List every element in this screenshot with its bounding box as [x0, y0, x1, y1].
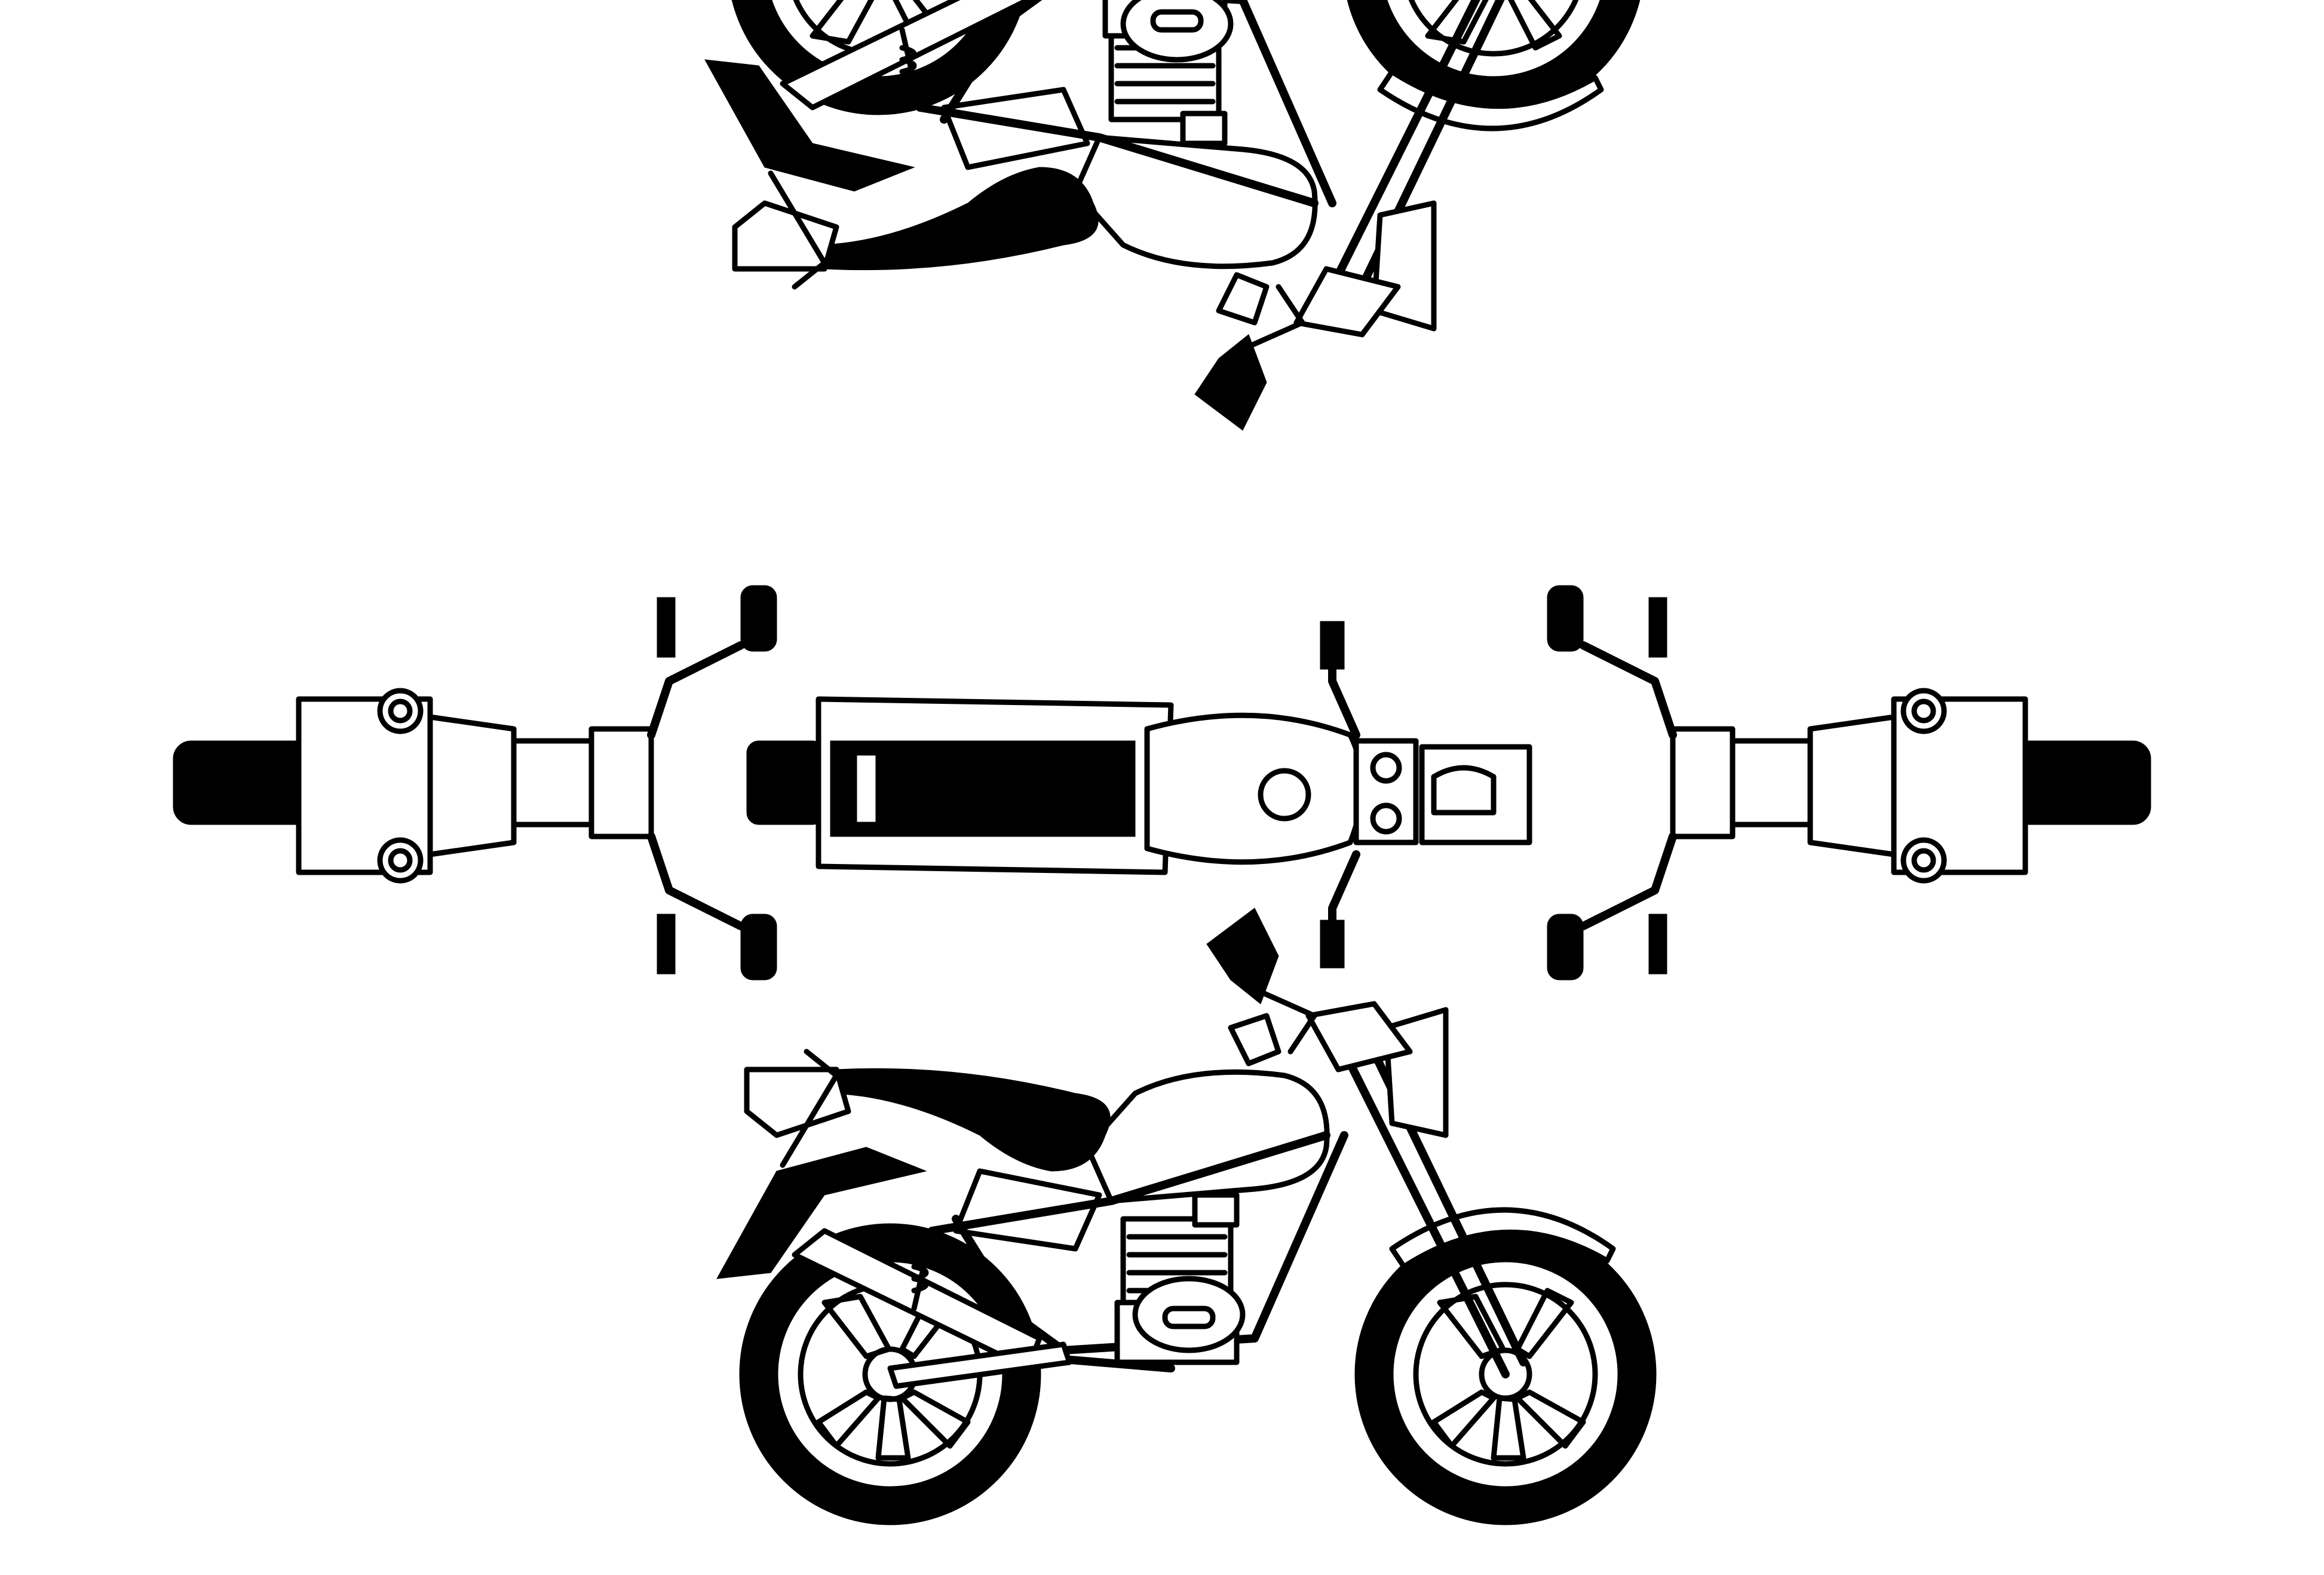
- side-view-upright: [717, 908, 1656, 1525]
- front-view: [1547, 586, 2151, 980]
- side-view-upside-down: [705, 0, 1644, 430]
- top-view: [747, 621, 1529, 968]
- rear-view: [173, 586, 777, 980]
